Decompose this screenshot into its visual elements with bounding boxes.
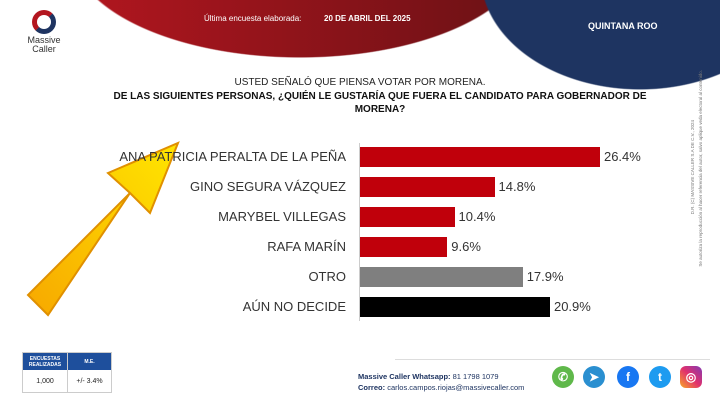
header-surveys: ENCUESTAS REALIZADAS [23,353,68,370]
surveys-value: 1,000 [23,370,68,392]
whatsapp-icon[interactable]: ✆ [552,366,574,388]
bar [360,147,600,167]
footer-divider [395,359,710,360]
chart-subtitle: DE LAS SIGUIENTES PERSONAS, ¿QUIÉN LE GU… [113,91,647,115]
bar [360,237,448,257]
email-label: Correo: [358,383,386,392]
bar [360,177,495,197]
logo: Massive Caller [22,10,66,54]
logo-icon [32,10,56,34]
whatsapp-number[interactable]: 81 1798 1079 [452,372,499,381]
telegram-icon[interactable]: ➤ [583,366,605,388]
category-label: MARYBEL VILLEGAS [218,209,346,224]
value-label: 26.4% [603,149,641,164]
twitter-icon[interactable]: t [649,366,671,388]
value-label: 14.8% [498,179,536,194]
legal-notice: Se autoriza la reproducción al hacer ref… [698,70,703,267]
chart-title: USTED SEÑALÓ QUE PIENSA VOTAR POR MORENA… [234,77,486,88]
bar [360,267,523,287]
copyright-text: D.R. (C) MASSIVE CALLER S.A DE C.V., 202… [690,120,695,215]
bar [360,207,455,227]
stats-table: ENCUESTAS REALIZADAS M.E. 1,000 +/- 3.4% [22,352,112,393]
me-value: +/- 3.4% [76,377,103,385]
arrow-icon [26,141,180,317]
whatsapp-label: Massive Caller Whatsapp: [358,372,451,381]
value-label: 20.9% [553,299,591,314]
category-label: OTRO [308,269,346,284]
contact-info: Massive Caller Whatsapp: 81 1798 1079 Co… [358,371,524,393]
bar [360,297,550,317]
category-label: RAFA MARÍN [267,239,346,254]
value-label: 9.6% [451,239,481,254]
header-red-band [70,0,530,58]
logo-text: Massive Caller [27,35,61,54]
chart-axis [359,143,360,321]
state-name: QUINTANA ROO [588,21,658,31]
category-label: ANA PATRICIA PERALTA DE LA PEÑA [119,149,346,164]
instagram-icon[interactable]: ◎ [680,366,702,388]
survey-label: Última encuesta elaborada: [204,14,302,23]
email-link[interactable]: carlos.campos.riojas@massivecaller.com [387,383,525,392]
header-blue-band [480,0,720,90]
category-label: AÚN NO DECIDE [242,299,346,314]
survey-date: 20 DE ABRIL DEL 2025 [324,14,411,23]
value-label: 17.9% [526,269,564,284]
category-label: GINO SEGURA VÁZQUEZ [189,179,346,194]
header-me: M.E. [84,358,95,365]
value-label: 10.4% [458,209,496,224]
facebook-icon[interactable]: f [617,366,639,388]
